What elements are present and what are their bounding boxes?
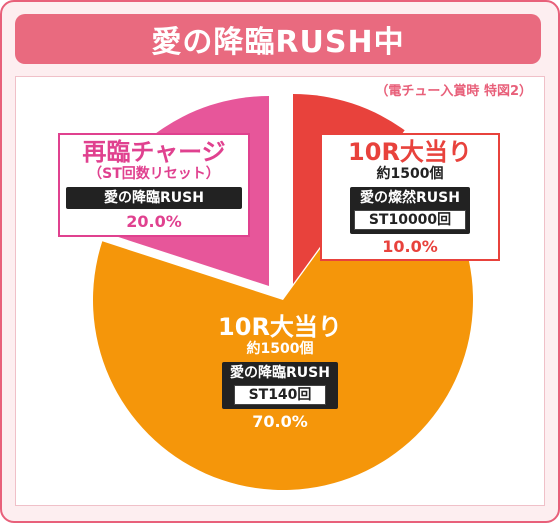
slice-label: 再臨チャージ bbox=[82, 138, 226, 166]
slice-percent: 70.0% bbox=[252, 412, 308, 431]
chart-title: 愛の降臨RUSH中 bbox=[15, 14, 541, 64]
slice-label: 10R大当り bbox=[348, 138, 472, 166]
slice-mode: 愛の降臨RUSH bbox=[226, 365, 334, 383]
label-10r-rush: 10R大当り 約1500個 愛の降臨RUSH ST140回 70.0% bbox=[202, 310, 358, 448]
slice-mode: 愛の燦然RUSH bbox=[356, 190, 464, 208]
slice-percent: 10.0% bbox=[382, 237, 438, 256]
chart-note: （電チュー入賞時 特図2） bbox=[375, 84, 532, 99]
slice-mode: 愛の降臨RUSH bbox=[66, 187, 242, 209]
slice-st: ST140回 bbox=[233, 385, 327, 405]
slice-sub: 約1500個 bbox=[376, 166, 444, 182]
slice-mode-block: 愛の降臨RUSH ST140回 bbox=[222, 362, 338, 409]
slice-sub: 約1500個 bbox=[246, 341, 314, 357]
slice-sub: （ST回数リセット） bbox=[88, 166, 220, 182]
label-recharge: 再臨チャージ （ST回数リセット） 愛の降臨RUSH 20.0% bbox=[58, 133, 250, 237]
slice-st: ST10000回 bbox=[353, 210, 467, 230]
label-10r-burst: 10R大当り 約1500個 愛の燦然RUSH ST10000回 10.0% bbox=[320, 133, 500, 261]
slice-mode-block: 愛の燦然RUSH ST10000回 bbox=[349, 187, 471, 234]
slice-label: 10R大当り bbox=[218, 313, 342, 341]
slice-percent: 20.0% bbox=[126, 212, 182, 231]
